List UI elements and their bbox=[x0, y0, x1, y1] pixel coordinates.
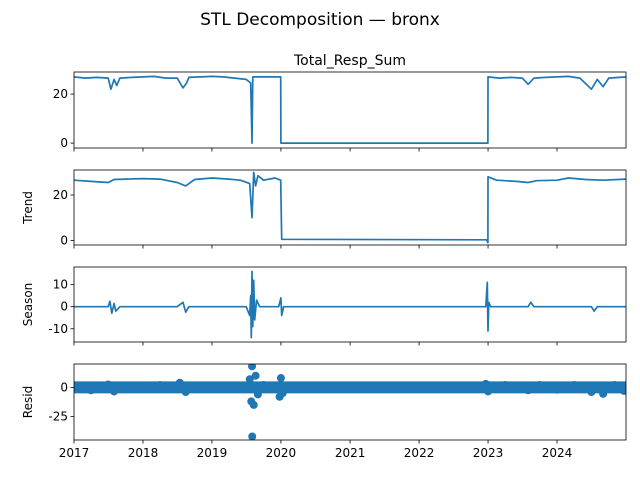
resid-point bbox=[248, 432, 257, 440]
resid-point bbox=[251, 371, 260, 380]
y-tick-label: 0 bbox=[60, 380, 68, 394]
resid-point bbox=[207, 385, 216, 394]
resid-point bbox=[87, 386, 96, 395]
panel-resid: -25 0 2017 2018 2019 2020 2021 2022 2023 2024 Resi… bbox=[21, 363, 627, 460]
resid-point bbox=[619, 386, 626, 395]
x-tick-label: 2024 bbox=[542, 446, 573, 460]
y-tick-label: 0 bbox=[60, 136, 68, 150]
resid-point bbox=[484, 387, 493, 396]
resid-point bbox=[374, 382, 383, 391]
x-tick-label: 2020 bbox=[266, 446, 297, 460]
y-tick-label: 0 bbox=[60, 300, 68, 314]
y-tick-label: -25 bbox=[48, 410, 68, 424]
resid-point bbox=[259, 381, 268, 390]
trend-series bbox=[74, 171, 626, 244]
y-tick-label: 10 bbox=[53, 278, 68, 292]
y-axis-label: Resid bbox=[21, 386, 35, 418]
observed-series bbox=[74, 75, 626, 144]
figure-title: STL Decomposition — bronx bbox=[200, 10, 440, 30]
resid-point bbox=[524, 386, 533, 395]
x-tick-label: 2019 bbox=[197, 446, 228, 460]
resid-point bbox=[481, 379, 490, 388]
resid-point bbox=[253, 390, 262, 399]
panel-title: Total_Resp_Sum bbox=[293, 53, 406, 69]
panel-trend: 0 20 Trend bbox=[21, 169, 627, 249]
resid-point bbox=[110, 387, 119, 396]
resid-point bbox=[346, 384, 355, 393]
y-tick-label: 0 bbox=[60, 233, 68, 247]
resid-point bbox=[501, 381, 510, 390]
y-axis-label: Trend bbox=[21, 191, 35, 225]
resid-point bbox=[535, 381, 544, 390]
panels-group: 0 20 Total_Resp_Sum 0 20 Trend -10 0 10 Season -25… bbox=[21, 53, 627, 460]
resid-point bbox=[190, 382, 199, 391]
resid-point bbox=[305, 382, 314, 391]
resid-point bbox=[276, 374, 285, 383]
resid-point bbox=[553, 385, 562, 394]
resid-point bbox=[74, 382, 81, 391]
x-tick-label: 2021 bbox=[335, 446, 366, 460]
resid-point bbox=[587, 388, 596, 397]
panel-observed: 0 20 Total_Resp_Sum bbox=[53, 53, 627, 152]
resid-point bbox=[570, 381, 579, 390]
resid-point bbox=[248, 364, 257, 371]
resid-point bbox=[443, 382, 452, 391]
observed-line bbox=[74, 75, 626, 144]
x-tick-label: 2018 bbox=[128, 446, 159, 460]
resid-point bbox=[155, 381, 164, 390]
resid-point bbox=[121, 381, 130, 390]
trend-line bbox=[74, 171, 626, 244]
y-tick-label: 20 bbox=[53, 87, 68, 101]
resid-series bbox=[74, 364, 626, 440]
x-tick-label: 2023 bbox=[473, 446, 504, 460]
resid-point bbox=[245, 375, 254, 384]
resid-point bbox=[610, 381, 619, 390]
seasonal-line bbox=[74, 270, 626, 339]
resid-point bbox=[415, 384, 424, 393]
seasonal-series bbox=[74, 270, 626, 339]
panel-seasonal: -10 0 10 Season bbox=[21, 266, 627, 346]
resid-point bbox=[181, 388, 190, 397]
resid-point bbox=[104, 380, 113, 389]
x-tick-label: 2017 bbox=[59, 446, 90, 460]
x-tick-label: 2022 bbox=[404, 446, 435, 460]
resid-point bbox=[175, 378, 184, 387]
y-tick-label: -10 bbox=[48, 322, 68, 336]
y-axis-label: Season bbox=[21, 283, 35, 327]
y-tick-label: 20 bbox=[53, 188, 68, 202]
resid-point bbox=[278, 389, 287, 398]
resid-point bbox=[599, 389, 608, 398]
resid-point bbox=[138, 384, 147, 393]
resid-point bbox=[224, 381, 233, 390]
resid-point bbox=[249, 400, 258, 409]
